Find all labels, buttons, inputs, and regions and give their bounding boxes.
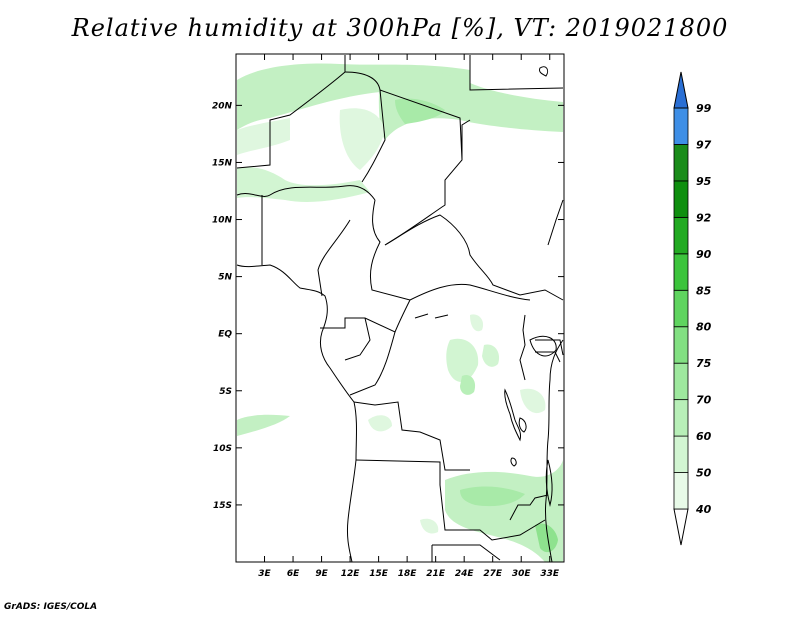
border-line: [317, 219, 351, 297]
y-tick-label: 5S: [219, 387, 232, 397]
x-tick-label: 24E: [455, 569, 475, 579]
x-tick-label: 3E: [258, 569, 271, 579]
y-tick-label: 15S: [213, 501, 232, 511]
lake-outline: [518, 417, 527, 433]
y-tick-label: 10N: [212, 216, 233, 226]
map-title: Relative humidity at 300hPa [%], VT: 201…: [71, 14, 729, 42]
border-line: [355, 459, 441, 485]
lake-outline: [545, 459, 553, 507]
humidity-region: [460, 374, 476, 395]
border-line: [320, 299, 411, 333]
humidity-region: [535, 523, 558, 553]
border-line: [344, 317, 371, 361]
border-line: [409, 283, 531, 301]
colorbar-label: 85: [696, 284, 712, 297]
border-line: [353, 401, 470, 471]
coastline: [236, 264, 357, 563]
colorbar-label: 92: [696, 211, 712, 224]
plot-frame: [235, 53, 565, 563]
humidity-region: [482, 344, 500, 367]
colorbar-segment: [673, 399, 689, 437]
y-tick-label: 20N: [212, 101, 233, 111]
x-tick-label: 33E: [540, 569, 560, 579]
border-line: [236, 185, 376, 201]
x-tick-label: 9E: [315, 569, 328, 579]
colorbar-segment: [673, 435, 689, 473]
colorbar-segment: [673, 472, 689, 510]
border-line: [519, 314, 526, 381]
colorbar-label: 75: [696, 357, 712, 370]
lake-outline: [414, 313, 449, 319]
lake-outline: [510, 457, 517, 467]
border-line: [469, 55, 564, 91]
border-line: [535, 339, 564, 363]
colorbar-segment: [673, 253, 689, 291]
colorbar-segment: [673, 107, 689, 145]
colorbar-label: 40: [695, 503, 712, 516]
humidity-region: [339, 108, 385, 170]
colorbar-label: 60: [696, 430, 712, 443]
colorbar-segment: [673, 144, 689, 182]
x-tick-label: 18E: [398, 569, 418, 579]
colorbar-segment: [673, 326, 689, 364]
border-line: [439, 484, 546, 541]
colorbar-label: 97: [696, 138, 712, 151]
x-tick-label: 27E: [483, 569, 503, 579]
humidity-region: [368, 415, 392, 432]
x-tick-label: 12E: [341, 569, 361, 579]
humidity-region: [420, 518, 439, 534]
humidity-region: [470, 314, 484, 332]
humidity-region: [237, 167, 370, 203]
border-line: [349, 331, 396, 396]
colorbar-segment: [673, 289, 689, 328]
border-line: [384, 214, 564, 301]
x-tick-label: 30E: [512, 569, 532, 579]
colorbar: 40 50 60 70 75 80 85 90 92 95 97 99: [673, 71, 712, 546]
colorbar-label: 70: [696, 394, 712, 407]
border-line: [369, 199, 411, 301]
colorbar-under-triangle: [673, 508, 689, 546]
humidity-region: [446, 338, 479, 382]
colorbar-label: 90: [696, 248, 712, 261]
colorbar-label: 80: [696, 321, 712, 334]
coastline: [545, 339, 564, 563]
humidity-region: [445, 460, 563, 562]
colorbar-segment: [673, 216, 689, 255]
x-axis: 3E 6E 9E 12E 15E 18E 21E 24E 27E 30E 33E: [258, 54, 560, 579]
border-line: [461, 119, 471, 160]
border-line: [344, 71, 386, 183]
y-tick-label: 5N: [218, 273, 232, 283]
humidity-region: [460, 486, 525, 507]
country-borders: [236, 55, 564, 563]
colorbar-label: 95: [696, 175, 712, 188]
colorbar-label: 50: [696, 467, 712, 480]
grads-credit: GrADS: IGES/COLA: [4, 602, 98, 612]
humidity-region: [237, 118, 290, 155]
lake-outline: [539, 66, 549, 77]
x-tick-label: 6E: [287, 569, 300, 579]
colorbar-segment: [673, 362, 689, 401]
border-line: [509, 494, 549, 521]
colorbar-over-triangle: [673, 71, 689, 109]
lake-outline: [529, 335, 557, 357]
y-tick-label: 15N: [212, 158, 233, 168]
humidity-shading: [237, 63, 563, 562]
colorbar-segment: [673, 180, 689, 218]
border-line: [236, 55, 346, 169]
y-tick-label: 10S: [213, 444, 232, 454]
humidity-region: [395, 98, 445, 124]
colorbar-label: 99: [696, 102, 712, 115]
border-line: [431, 544, 501, 562]
humidity-region: [237, 414, 290, 436]
y-tick-label: EQ: [218, 330, 232, 340]
border-line: [547, 199, 564, 246]
humidity-region: [378, 68, 563, 140]
humidity-region: [520, 388, 546, 414]
lake-outline: [504, 388, 521, 442]
y-axis: 20N 15N 10N 5N EQ 5S 10S 15S: [212, 101, 564, 511]
x-tick-label: 21E: [426, 569, 446, 579]
x-tick-label: 15E: [369, 569, 389, 579]
